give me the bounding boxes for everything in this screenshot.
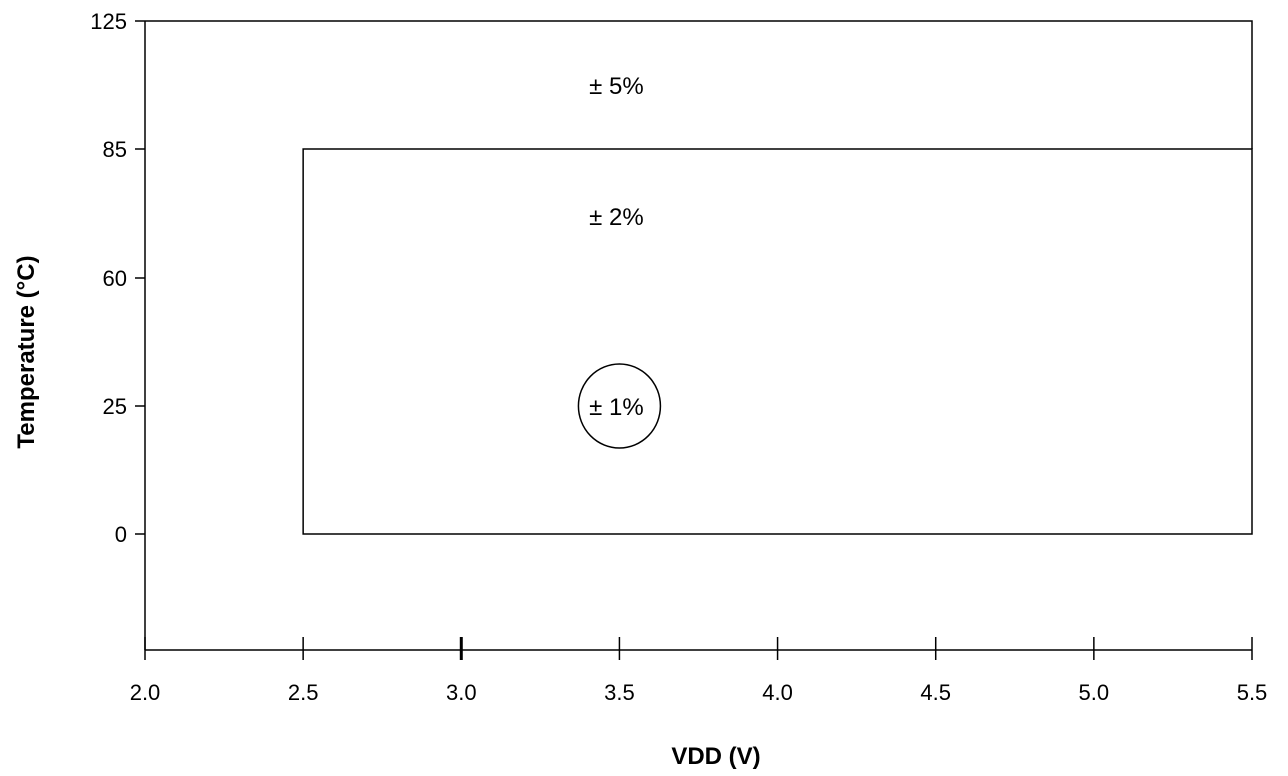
- y-tick-label: 0: [115, 522, 127, 547]
- x-axis-title: VDD (V): [671, 743, 760, 770]
- x-tick-label: 5.0: [1079, 680, 1110, 705]
- y-tick-label: 25: [103, 394, 127, 419]
- x-tick-label: 5.5: [1237, 680, 1268, 705]
- region-label: ± 2%: [589, 204, 644, 231]
- x-tick-label: 4.0: [762, 680, 793, 705]
- x-tick-label: 2.5: [288, 680, 319, 705]
- x-tick-label: 3.5: [604, 680, 635, 705]
- region-outline-2pct: [302, 148, 1253, 535]
- x-tick-label: 2.0: [130, 680, 161, 705]
- y-tick-label: 125: [90, 9, 127, 34]
- y-tick-label: 85: [103, 137, 127, 162]
- y-tick-label: 60: [103, 266, 127, 291]
- y-axis-title: Temperature (°C): [13, 255, 40, 448]
- x-tick-label: 4.5: [920, 680, 951, 705]
- region-label: ± 5%: [589, 73, 644, 100]
- region-outline-1pct: [577, 363, 662, 449]
- region-outline-5pct: [145, 20, 1253, 149]
- x-tick-label: 3.0: [446, 680, 477, 705]
- region-label: ± 1%: [589, 394, 644, 421]
- chart-marks: 125 85 60 25 0 2.0 2.5 3.0 3.5 4.0 4.5 5.0 5.5 ± 5% ± …: [90, 9, 1267, 705]
